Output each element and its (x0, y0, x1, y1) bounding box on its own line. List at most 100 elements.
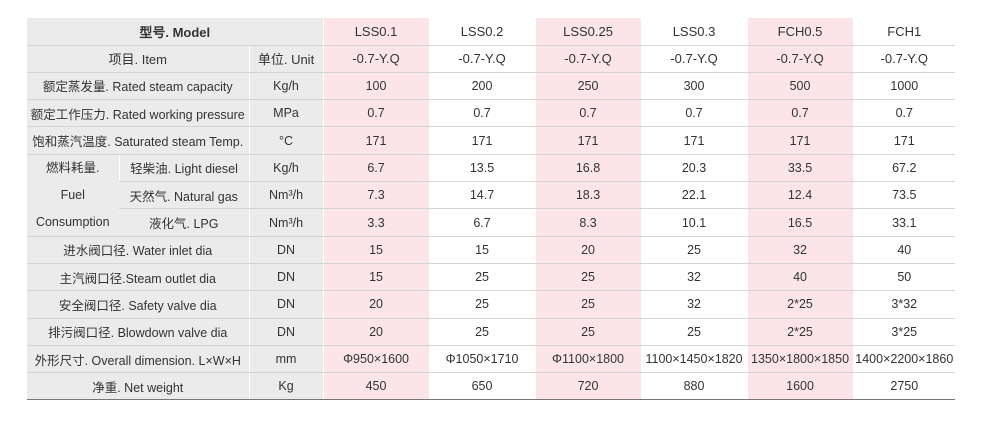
value-cell: 1400×2200×1860 (852, 345, 956, 374)
row-label: 额定蒸发量. Rated steam capacity (27, 72, 249, 101)
value-cell: 32 (640, 263, 748, 292)
model-suffix: -0.7-Y.Q (534, 45, 642, 73)
value-cell: 650 (428, 372, 536, 401)
row-unit: Nm³/h (248, 208, 324, 237)
table-row: 燃料耗量. Fuel Consumption 轻柴油. Light diesel Kg/… (27, 154, 956, 237)
model-suffix: -0.7-Y.Q (746, 45, 854, 73)
table-row: 进水阀口径. Water inlet dia DN 15 15 20 25 32 40 (27, 236, 956, 264)
value-cell: 1000 (852, 72, 956, 101)
value-cell: 14.7 (428, 181, 536, 210)
boiler-spec-table: 型号. Model LSS0.1 LSS0.2 LSS0.25 LSS0.3 F… (27, 18, 956, 401)
value-cell: 73.5 (852, 181, 956, 210)
table-row: 净重. Net weight Kg 450 650 720 880 1600 2750 (27, 372, 956, 401)
table-row: 安全阀口径. Safety valve dia DN 20 25 25 32 2*25 3*3… (27, 290, 956, 319)
value-cell: 200 (428, 72, 536, 101)
value-cell: Φ1100×1800 (534, 345, 642, 374)
value-cell: 171 (428, 126, 536, 155)
value-cell: Φ950×1600 (322, 345, 430, 374)
value-cell: 25 (534, 318, 642, 346)
value-cell: 171 (534, 126, 642, 155)
value-cell: 20 (534, 236, 642, 264)
row-unit: Kg/h (248, 154, 324, 183)
value-cell: 40 (746, 263, 854, 292)
value-cell: 1100×1450×1820 (640, 345, 748, 374)
value-cell: 16.8 (534, 154, 642, 183)
value-cell: 16.5 (746, 208, 854, 237)
value-cell: 7.3 (322, 181, 430, 210)
value-cell: 171 (640, 126, 748, 155)
value-cell: 3*32 (852, 290, 956, 319)
value-cell: 3.3 (322, 208, 430, 237)
fuel-type-label: 轻柴油. Light diesel (118, 154, 249, 183)
table-row: 外形尺寸. Overall dimension. L×W×H mm Φ950×160… (27, 345, 956, 374)
table-row: 排污阀口径. Blowdown valve dia DN 20 25 25 25 2*25 3… (27, 318, 956, 346)
value-cell: 40 (852, 236, 956, 264)
fuel-label-line: Consumption (35, 214, 110, 229)
model-name: LSS0.25 (534, 18, 642, 46)
row-unit: MPa (248, 99, 324, 128)
row-label: 进水阀口径. Water inlet dia (27, 236, 249, 264)
model-name: LSS0.2 (428, 18, 536, 46)
value-cell: 25 (428, 263, 536, 292)
value-cell: 50 (852, 263, 956, 292)
row-label: 外形尺寸. Overall dimension. L×W×H (27, 345, 249, 374)
value-cell: 25 (640, 318, 748, 346)
value-cell: 25 (640, 236, 748, 264)
row-unit: °C (248, 126, 324, 155)
value-cell: 33.5 (746, 154, 854, 183)
value-cell: 25 (428, 318, 536, 346)
value-cell: 32 (746, 236, 854, 264)
row-unit: Kg (248, 372, 324, 401)
value-cell: 13.5 (428, 154, 536, 183)
item-label: 项目. Item (27, 45, 249, 73)
value-cell: 1600 (746, 372, 854, 401)
model-name: LSS0.1 (322, 18, 430, 46)
value-cell: 0.7 (534, 99, 642, 128)
value-cell: 25 (534, 290, 642, 319)
fuel-type-label: 液化气. LPG (119, 208, 249, 237)
model-name: FCH1 (852, 18, 956, 46)
item-header-row: 项目. Item 单位. Unit -0.7-Y.Q -0.7-Y.Q -0.7… (27, 45, 956, 73)
value-cell: 18.3 (534, 181, 642, 210)
model-suffix: -0.7-Y.Q (322, 45, 430, 73)
value-cell: 32 (640, 290, 748, 319)
value-cell: 6.7 (322, 154, 430, 183)
model-suffix: -0.7-Y.Q (640, 45, 748, 73)
value-cell: Φ1050×1710 (428, 345, 536, 374)
row-label: 饱和蒸汽温度. Saturated steam Temp. (27, 126, 249, 155)
table-row: 额定蒸发量. Rated steam capacity Kg/h 100 200 250… (27, 72, 956, 101)
fuel-consumption-label: 燃料耗量. Fuel Consumption (27, 154, 119, 237)
value-cell: 22.1 (640, 181, 748, 210)
value-cell: 720 (534, 372, 642, 401)
value-cell: 100 (322, 72, 430, 101)
row-unit: Nm³/h (248, 181, 324, 210)
row-unit: DN (248, 318, 324, 346)
value-cell: 15 (322, 236, 430, 264)
row-unit: DN (248, 236, 324, 264)
model-name: LSS0.3 (640, 18, 748, 46)
row-unit: DN (248, 263, 324, 292)
value-cell: 12.4 (746, 181, 854, 210)
value-cell: 8.3 (534, 208, 642, 237)
model-suffix: -0.7-Y.Q (852, 45, 956, 73)
model-header-row: 型号. Model LSS0.1 LSS0.2 LSS0.25 LSS0.3 F… (27, 18, 956, 46)
table-row: 天然气. Natural gas Nm³/h 7.3 14.7 18.3 22.1 12.4… (27, 181, 956, 210)
value-cell: 0.7 (322, 99, 430, 128)
value-cell: 33.1 (852, 208, 956, 237)
value-cell: 450 (322, 372, 430, 401)
value-cell: 2*25 (746, 290, 854, 319)
row-label: 排污阀口径. Blowdown valve dia (27, 318, 249, 346)
row-label: 额定工作压力. Rated working pressure (27, 99, 249, 128)
value-cell: 15 (322, 263, 430, 292)
value-cell: 20 (322, 290, 430, 319)
value-cell: 20.3 (640, 154, 748, 183)
value-cell: 25 (428, 290, 536, 319)
value-cell: 20 (322, 318, 430, 346)
row-unit: mm (248, 345, 324, 374)
row-unit: Kg/h (248, 72, 324, 101)
value-cell: 1350×1800×1850 (746, 345, 854, 374)
value-cell: 0.7 (852, 99, 956, 128)
value-cell: 171 (852, 126, 956, 155)
row-unit: DN (248, 290, 324, 319)
value-cell: 171 (322, 126, 430, 155)
